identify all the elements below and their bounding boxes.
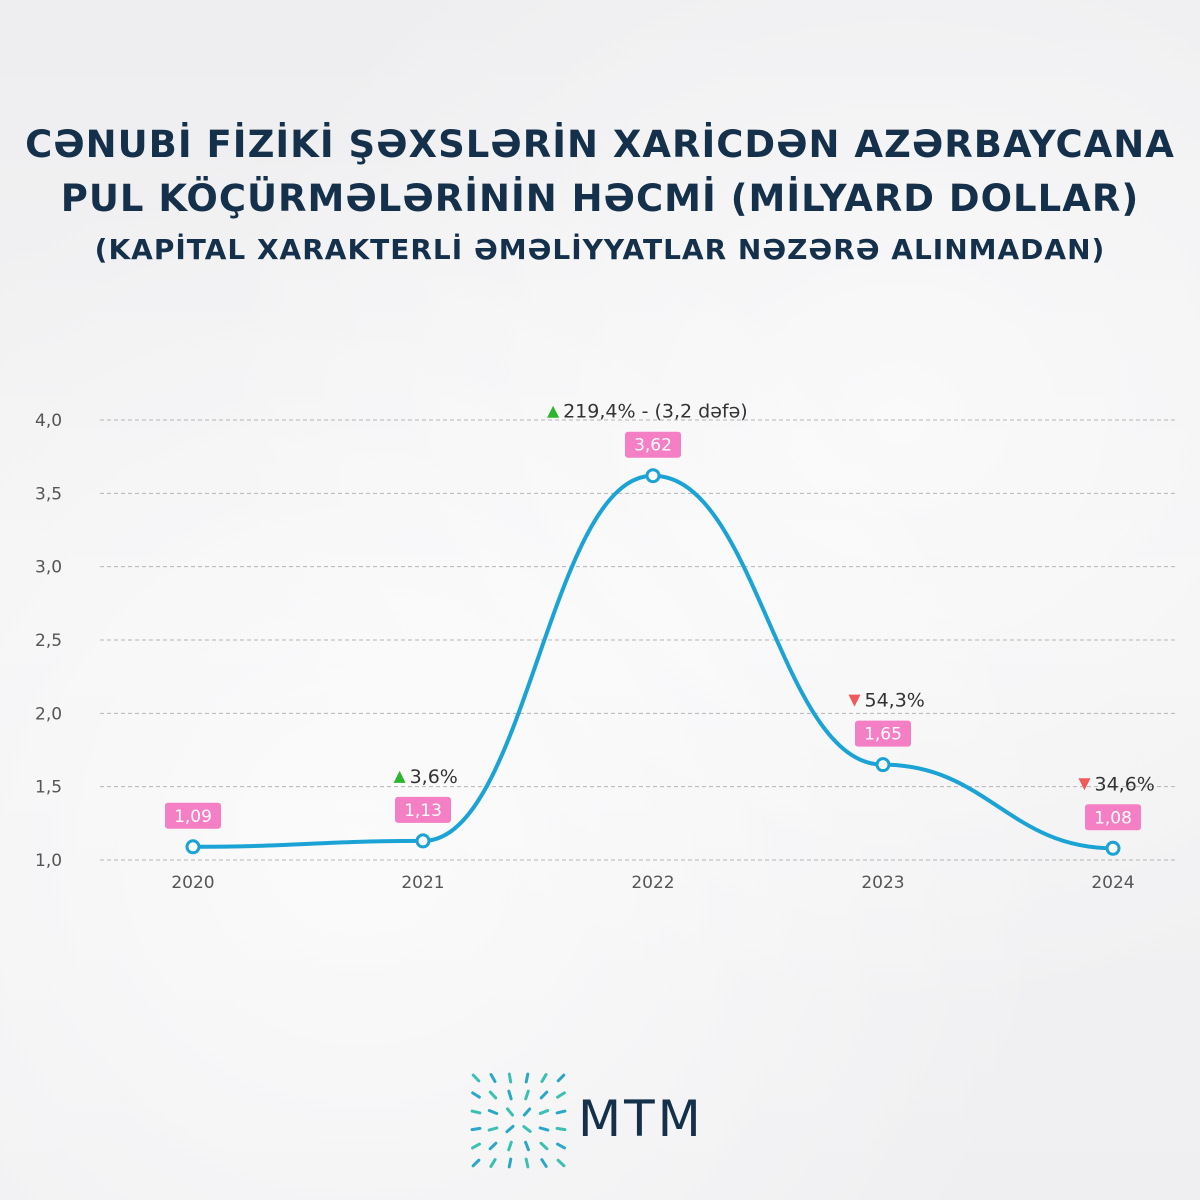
data-label-bg (1085, 804, 1141, 831)
logo-mark-dash (505, 1124, 515, 1134)
logo-mark-dash (489, 1073, 497, 1083)
logo-mark-dash (488, 1090, 498, 1100)
logo-mark-dash (470, 1109, 482, 1115)
logo-mark-dash (522, 1125, 532, 1133)
change-annotation-down: 54,3% (848, 690, 925, 712)
logo-mark-dash (471, 1142, 481, 1150)
triangle-down-icon (1078, 778, 1091, 791)
data-point (645, 468, 661, 484)
logo-mark-dash (555, 1109, 567, 1115)
logo-mark-dash (538, 1126, 550, 1132)
triangle-down-icon (848, 694, 861, 707)
mtm-logo-mark-icon (470, 1072, 567, 1169)
data-point (875, 757, 891, 773)
triangle-up-icon (547, 405, 560, 418)
x-tick-label: 2021 (401, 873, 444, 893)
logo-mark-dash (487, 1109, 499, 1115)
logo-mark-dash (538, 1109, 550, 1115)
data-point (1105, 840, 1121, 856)
change-annotation-down: 34,6% (1078, 773, 1155, 795)
y-tick-label: 2,0 (35, 704, 62, 724)
logo-mark-dash (524, 1157, 530, 1169)
title-line-1: CƏNUBİ FİZİKİ ŞƏXSLƏRİN XARİCDƏN AZƏRBAY… (25, 123, 1175, 166)
logo-mark-dash (507, 1140, 513, 1152)
y-tick-label: 4,0 (35, 411, 62, 431)
logo-mark-dash (556, 1158, 566, 1168)
chart-subtitle: (KAPİTAL XARAKTERLİ ƏMƏLİYYATLAR NƏZƏRƏ … (94, 233, 1106, 266)
logo-mark-dash (524, 1089, 530, 1101)
logo-mark-dash (507, 1072, 513, 1084)
change-annotation-up: 219,4% - (3,2 dəfə) (547, 401, 748, 423)
logo-mark-dash (506, 1107, 514, 1117)
data-label: 1,65 (864, 725, 902, 745)
change-annotation-text: 3,6% (410, 766, 458, 788)
data-point (415, 833, 431, 849)
logo-mark-dash (556, 1091, 566, 1099)
change-annotation-text: 219,4% - (3,2 dəfə) (563, 401, 748, 423)
title-line-2: PUL KÖÇÜRMƏLƏRİNİN HƏCMİ (MİLYARD DOLLAR… (60, 177, 1140, 220)
logo-mark-dash (540, 1158, 548, 1168)
chart-title: CƏNUBİ FİZİKİ ŞƏXSLƏRİN XARİCDƏN AZƏRBAY… (0, 118, 1200, 270)
data-label: 3,62 (634, 436, 672, 456)
logo-mark-dash (488, 1141, 498, 1151)
x-tick-label: 2022 (631, 873, 674, 893)
x-tick-label: 2024 (1091, 873, 1134, 893)
change-annotation-text: 34,6% (1095, 773, 1155, 795)
x-tick-label: 2020 (171, 873, 214, 893)
x-tick-label: 2023 (861, 873, 904, 893)
logo-mark-dash (556, 1142, 566, 1150)
data-label-bg (395, 796, 451, 823)
y-tick-label: 3,5 (35, 484, 62, 504)
logo-text: MTM (578, 1090, 704, 1148)
logo-mark-dash (471, 1091, 481, 1099)
logo-mark-dash (470, 1126, 482, 1132)
mtm-logo: MTM (468, 1072, 758, 1172)
y-tick-label: 1,5 (35, 778, 62, 798)
logo-mark-dash (522, 1107, 532, 1117)
y-tick-label: 2,5 (35, 631, 62, 651)
data-label-bg (625, 431, 681, 458)
data-label: 1,09 (174, 807, 212, 827)
change-annotation-text: 54,3% (865, 690, 925, 712)
logo-mark-dash (524, 1140, 530, 1152)
logo-mark-dash (539, 1090, 549, 1100)
data-point (185, 839, 201, 855)
data-label: 1,08 (1094, 808, 1132, 828)
series-line (191, 473, 1115, 851)
logo-mark-dash (489, 1158, 497, 1168)
data-label-bg (855, 720, 911, 747)
logo-mark-dash (524, 1072, 530, 1084)
logo-mark-dash (540, 1073, 548, 1083)
logo-mark-dash (487, 1126, 499, 1132)
y-tick-label: 3,0 (35, 558, 62, 578)
data-label: 1,13 (404, 801, 442, 821)
logo-mark-dash (556, 1073, 566, 1083)
logo-mark-dash (507, 1157, 513, 1169)
change-annotation-up: 3,6% (393, 766, 458, 788)
logo-mark-dash (539, 1141, 549, 1151)
logo-mark-dash (555, 1126, 567, 1132)
data-label-bg (165, 802, 221, 829)
logo-mark-dash (471, 1073, 481, 1083)
logo-mark-dash (471, 1158, 481, 1168)
y-tick-label: 1,0 (35, 851, 62, 871)
triangle-up-icon (393, 770, 406, 783)
logo-mark-dash (507, 1089, 513, 1101)
